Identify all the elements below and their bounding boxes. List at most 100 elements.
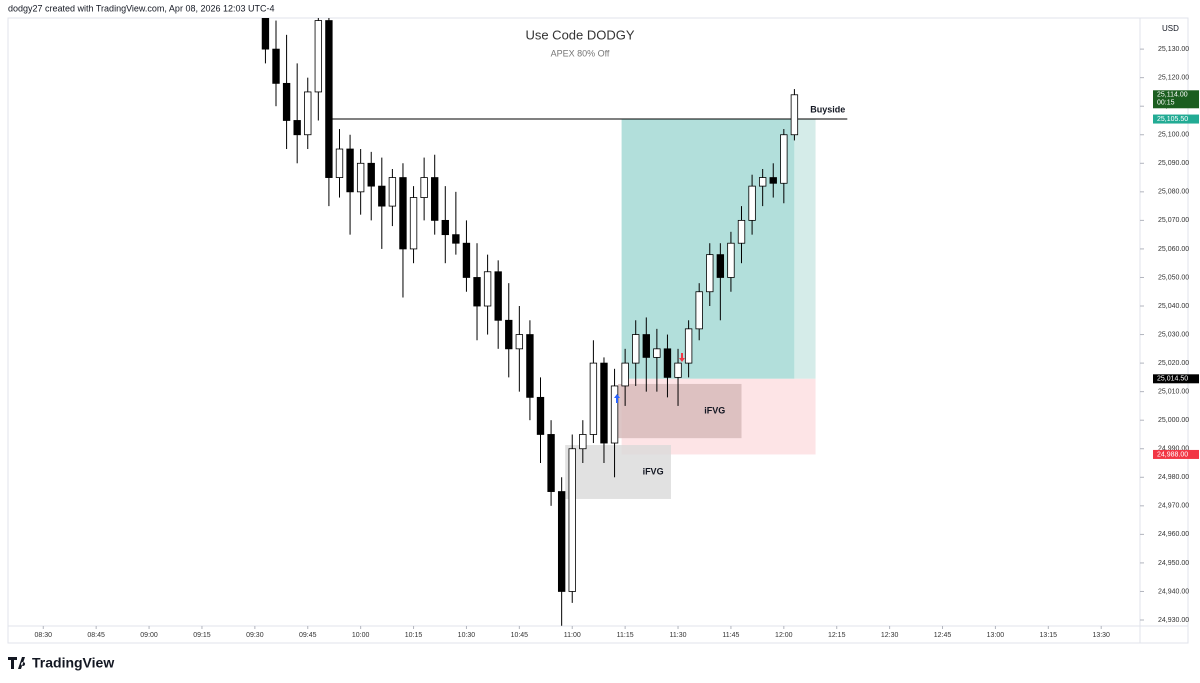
y-tick-label: 25,100.00 (1158, 132, 1189, 139)
candle-body (261, 18, 270, 50)
chart-subtitle: APEX 80% Off (551, 48, 610, 58)
x-tick-label: 12:15 (828, 632, 846, 639)
y-tick-label: 24,950.00 (1158, 560, 1189, 567)
profit-zone (621, 119, 795, 379)
candle-body (536, 396, 545, 435)
currency: USD (1162, 24, 1179, 33)
candle-body (473, 277, 481, 307)
candle-body (505, 319, 513, 350)
x-tick-label: 12:30 (881, 632, 899, 639)
candle-body (600, 362, 608, 444)
candle-body (314, 20, 323, 93)
candle-body (674, 362, 682, 378)
candle-body (758, 177, 767, 187)
candle-body (483, 271, 492, 307)
x-tick-label: 09:30 (246, 632, 264, 639)
x-tick-label: 09:00 (140, 632, 158, 639)
x-tick-label: 13:30 (1092, 632, 1110, 639)
x-tick-label: 12:00 (775, 632, 793, 639)
x-tick-label: 13:15 (1040, 632, 1058, 639)
candle-body (716, 254, 725, 278)
candle-body (452, 234, 460, 244)
y-tick-label: 25,040.00 (1158, 303, 1189, 310)
candle-body (568, 448, 576, 592)
candle-body (431, 177, 439, 221)
price-tag (1153, 90, 1199, 109)
candle-body (780, 134, 788, 184)
candle-body (304, 91, 312, 136)
fvg-label: iFVG (704, 405, 725, 415)
candle-body (378, 185, 386, 207)
profit-zone-future (794, 119, 816, 379)
x-tick-label: 11:15 (617, 632, 634, 639)
y-tick-label: 25,070.00 (1158, 217, 1189, 224)
price-tag-label: 25,114.00 (1157, 92, 1188, 99)
candle-body (462, 242, 471, 278)
candle-body (695, 291, 703, 330)
x-tick-label: 09:45 (299, 632, 317, 639)
fvg-zone (618, 383, 742, 439)
candle-body (547, 434, 555, 492)
x-tick-label: 10:45 (511, 632, 529, 639)
x-tick-label: 08:30 (34, 632, 52, 639)
y-tick-label: 25,060.00 (1158, 246, 1189, 253)
brand: TradingView (32, 655, 114, 671)
candle-body (399, 177, 407, 250)
y-tick-label: 25,120.00 (1158, 75, 1189, 82)
y-tick-label: 24,970.00 (1158, 503, 1189, 510)
price-tag (1153, 374, 1199, 384)
y-tick-label: 25,030.00 (1158, 331, 1189, 338)
candle-body (282, 82, 291, 121)
x-tick-label: 11:00 (564, 632, 581, 639)
candle-body (663, 348, 672, 378)
candle-body (420, 177, 428, 198)
header: dodgy27 created with TradingView.com, Ap… (8, 3, 275, 13)
candle-body (367, 162, 375, 187)
candle-body (642, 334, 650, 358)
price-tag (1153, 114, 1199, 124)
x-tick-label: 08:45 (87, 632, 105, 639)
candle-body (409, 197, 418, 250)
y-tick-label: 25,080.00 (1158, 189, 1189, 196)
candle-body (272, 48, 280, 84)
buy-marker (614, 394, 620, 403)
candle-body (579, 434, 587, 450)
chart-title: Use Code DODGY (525, 27, 634, 42)
y-tick-label: 24,990.00 (1158, 446, 1189, 453)
price-tag-label: 25,105.50 (1157, 116, 1188, 123)
y-tick-label: 24,930.00 (1158, 617, 1189, 624)
price-tag-timer: 00:15 (1157, 100, 1175, 107)
x-tick-label: 10:00 (352, 632, 370, 639)
x-tick-label: 10:15 (405, 632, 423, 639)
y-tick-label: 24,980.00 (1158, 474, 1189, 481)
candle-body (515, 334, 524, 350)
x-tick-label: 10:30 (458, 632, 476, 639)
x-tick-label: 13:00 (987, 632, 1005, 639)
x-tick-label: 11:45 (722, 632, 739, 639)
y-tick-label: 25,130.00 (1158, 46, 1189, 53)
candle-body (610, 385, 619, 444)
candle-body (356, 162, 365, 193)
candle-body (653, 348, 661, 358)
candle-body (494, 271, 502, 321)
candle-body (293, 120, 301, 136)
candle-body (706, 254, 714, 293)
candle-body (335, 148, 344, 178)
y-tick-label: 24,940.00 (1158, 588, 1189, 595)
x-tick-label: 12:45 (934, 632, 952, 639)
price-tag-label: 25,014.50 (1157, 376, 1188, 383)
candle-body (325, 20, 333, 178)
price-tag-label: 24,988.00 (1157, 451, 1188, 458)
candle-body (769, 177, 777, 184)
candle-body (557, 491, 566, 592)
candle-body (621, 362, 629, 387)
x-tick-label: 11:30 (670, 632, 687, 639)
candle-body (589, 362, 598, 435)
y-tick-label: 25,050.00 (1158, 274, 1189, 281)
candle-body (737, 219, 746, 244)
candle-body (727, 242, 735, 278)
sell-marker (679, 353, 685, 362)
frame (7, 17, 1189, 644)
price-tag (1153, 449, 1199, 459)
